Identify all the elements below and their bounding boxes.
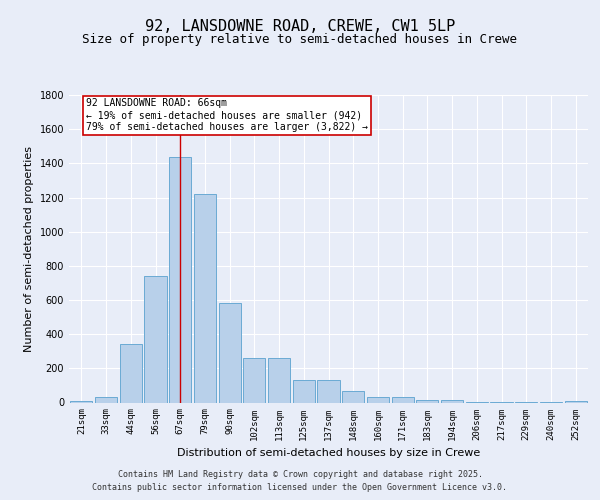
Bar [119, 344, 142, 403]
Text: 92, LANSDOWNE ROAD, CREWE, CW1 5LP: 92, LANSDOWNE ROAD, CREWE, CW1 5LP [145, 19, 455, 34]
Text: Contains public sector information licensed under the Open Government Licence v3: Contains public sector information licen… [92, 482, 508, 492]
Y-axis label: Number of semi-detached properties: Number of semi-detached properties [24, 146, 34, 352]
Text: 92 LANSDOWNE ROAD: 66sqm
← 19% of semi-detached houses are smaller (942)
79% of : 92 LANSDOWNE ROAD: 66sqm ← 19% of semi-d… [86, 98, 368, 132]
Bar [441, 400, 463, 402]
Bar [416, 400, 439, 402]
Bar [194, 194, 216, 402]
Bar [293, 380, 315, 402]
Bar [95, 398, 117, 402]
Bar [268, 358, 290, 403]
Bar [169, 156, 191, 402]
Text: Size of property relative to semi-detached houses in Crewe: Size of property relative to semi-detach… [83, 34, 517, 46]
Bar [70, 401, 92, 402]
Bar [342, 392, 364, 402]
Bar [317, 380, 340, 402]
Bar [145, 276, 167, 402]
Bar [565, 401, 587, 402]
X-axis label: Distribution of semi-detached houses by size in Crewe: Distribution of semi-detached houses by … [177, 448, 480, 458]
Bar [243, 358, 265, 403]
Bar [392, 398, 414, 402]
Bar [367, 398, 389, 402]
Text: Contains HM Land Registry data © Crown copyright and database right 2025.: Contains HM Land Registry data © Crown c… [118, 470, 482, 479]
Bar [218, 304, 241, 402]
